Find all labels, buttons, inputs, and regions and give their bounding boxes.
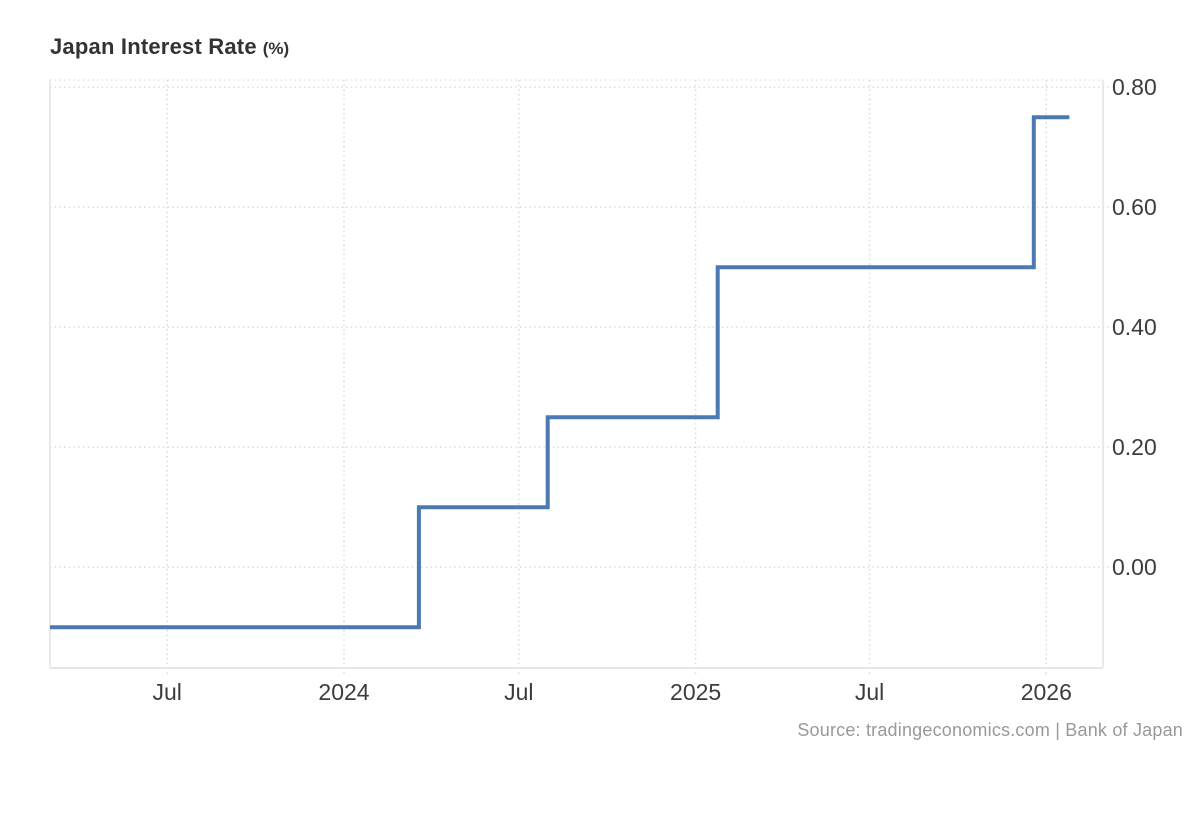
x-tick-label: 2025	[670, 679, 721, 705]
chart-title-unit: (%)	[262, 39, 290, 58]
x-tick-label: Jul	[504, 679, 533, 705]
y-tick-label: 0.40	[1112, 314, 1157, 340]
chart-title: Japan Interest Rate	[50, 34, 257, 59]
rate-step-line	[50, 115, 1070, 630]
x-tick-label: Jul	[153, 679, 182, 705]
y-tick-label: 0.80	[1112, 74, 1157, 100]
x-tick-label: 2026	[1021, 679, 1072, 705]
y-tick-label: 0.20	[1112, 434, 1157, 460]
chart-header: Japan Interest Rate (%)	[50, 34, 289, 60]
x-tick-label: 2024	[318, 679, 369, 705]
source-attribution: Source: tradingeconomics.com | Bank of J…	[797, 720, 1183, 740]
y-tick-label: 0.00	[1112, 554, 1157, 580]
y-tick-label: 0.60	[1112, 194, 1157, 220]
x-tick-label: Jul	[855, 679, 884, 705]
